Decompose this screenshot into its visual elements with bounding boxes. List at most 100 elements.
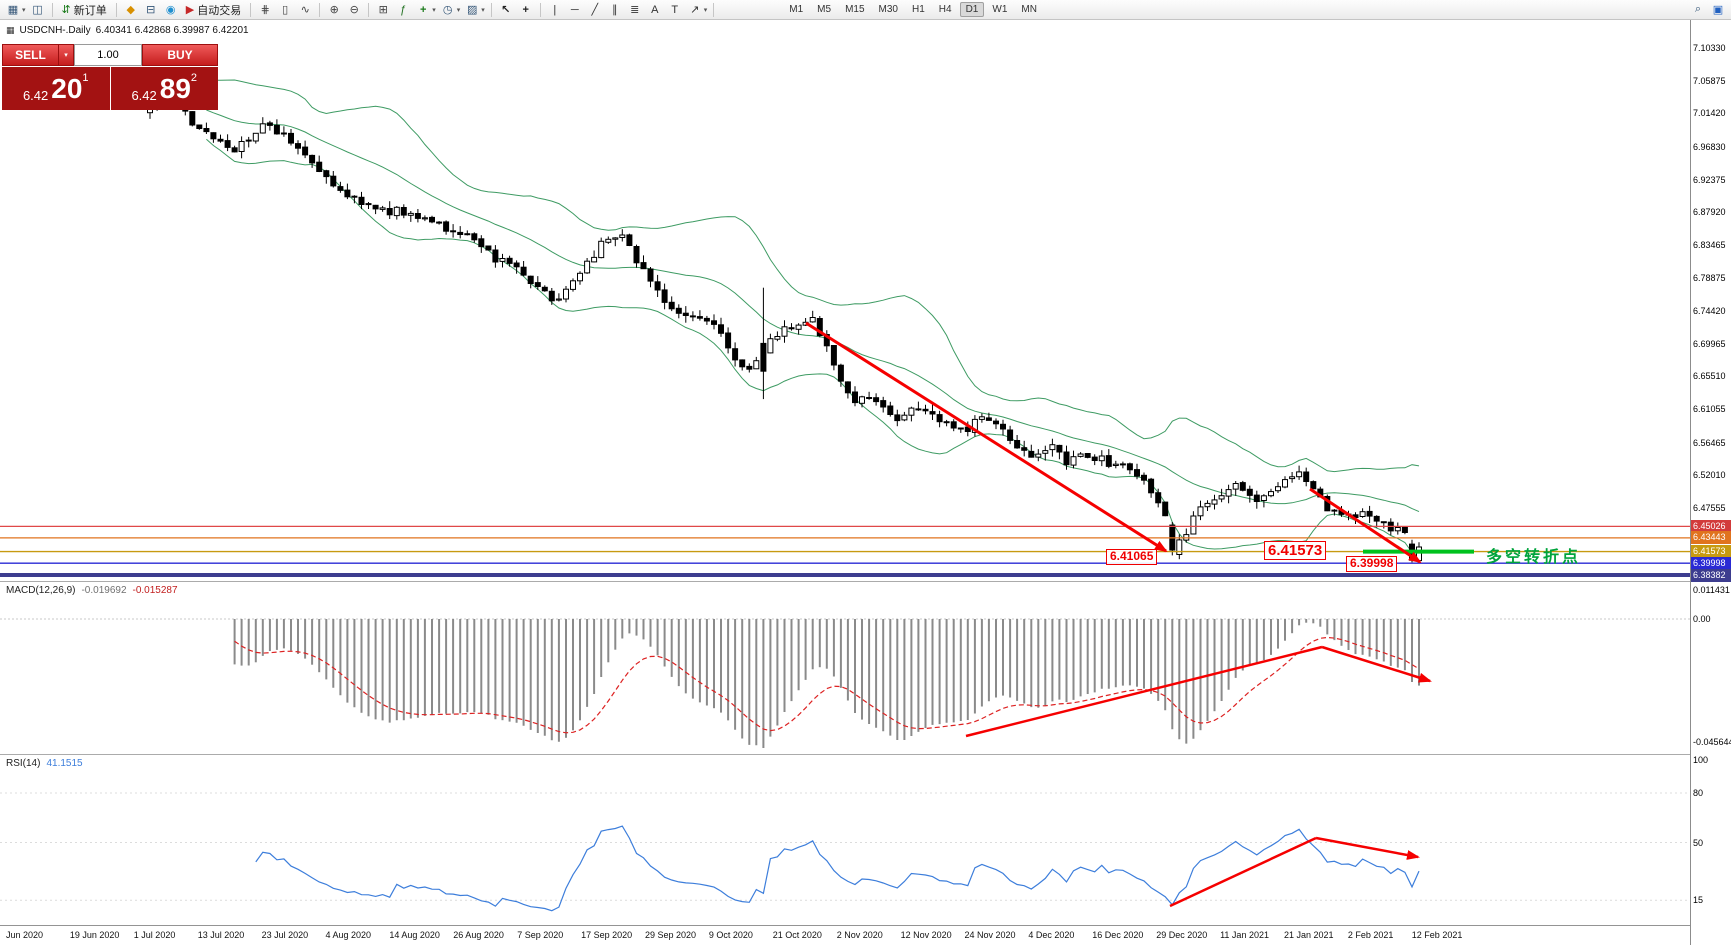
price-axis-label: 6.56465 xyxy=(1693,437,1726,448)
time-axis-label: 11 Jan 2021 xyxy=(1220,930,1269,940)
turning-point-note[interactable]: 多空转折点 xyxy=(1486,549,1582,566)
metaeditor-icon[interactable]: ▣ xyxy=(1712,4,1724,16)
line-chart-icon[interactable]: ∿ xyxy=(300,4,310,16)
ohlc-bars-icon[interactable]: ⋕ xyxy=(260,4,270,16)
equidistant-channel-icon[interactable]: ∥ xyxy=(612,4,618,16)
periods-icon[interactable]: ◷ xyxy=(442,4,453,16)
indicators-icon[interactable]: ƒ xyxy=(400,3,407,16)
timeframe-switcher: M1 M5 M15 M30 H1 H4 D1 W1 MN xyxy=(782,2,1044,17)
chart-profi les-icon[interactable]: ◫ xyxy=(32,4,43,16)
time-axis-label: 16 Dec 2020 xyxy=(1092,930,1144,940)
dropdown-caret-icon[interactable]: ▾ xyxy=(432,6,436,14)
toolbar-separator xyxy=(319,2,321,17)
price-tag: 6.39998 xyxy=(1691,556,1731,570)
rsi-axis-label: 100 xyxy=(1693,755,1709,765)
trendline-icon[interactable]: ╱ xyxy=(591,4,599,16)
toolbar-separator xyxy=(115,2,117,17)
macd-main-value: -0.019692 xyxy=(81,585,127,596)
price-callout[interactable]: 6.41573 xyxy=(1264,541,1327,561)
toolbar-separator xyxy=(490,2,492,17)
macd-panel-separator[interactable] xyxy=(0,581,1731,582)
tile-windows-icon[interactable]: ⊞ xyxy=(378,4,388,16)
zoom-in-icon[interactable]: ⊕ xyxy=(329,4,339,16)
add-indicator-icon[interactable]: + xyxy=(419,3,427,16)
time-axis-label: 21 Jan 2021 xyxy=(1284,930,1334,940)
sell-price-base: 6.42 xyxy=(22,88,49,103)
dropdown-caret-icon[interactable]: ▾ xyxy=(456,6,461,14)
zoom-out-icon[interactable]: ⊖ xyxy=(349,4,359,16)
toolbar: ▦ ▾ ◫ ⇵ 新订单 ◆ ⊟ ◉ ▶ 自动交易 ⋕ ▯ ∿ ⊕ ⊖ ⊞ ƒ + ▾ ◷ ▾ ▨ ▾ ↖ + | ─ ╱ ∥ ≣ A T ↗ ▾ M… xyxy=(0,0,1731,20)
toolbar-separator xyxy=(713,2,715,17)
toolbar-separator xyxy=(250,2,252,17)
text-label-icon[interactable]: T xyxy=(671,3,679,16)
text-icon[interactable]: A xyxy=(651,3,659,16)
buy-price-pips: 89 xyxy=(159,72,191,104)
search-icon[interactable]: ⌕ xyxy=(1694,3,1702,15)
rsi-axis-label: 80 xyxy=(1693,788,1704,798)
volume-input[interactable] xyxy=(74,44,142,66)
market-watch-icon[interactable]: ⊟ xyxy=(146,4,156,16)
trade-options-caret-icon[interactable]: ▾ xyxy=(59,44,74,66)
timeframe-m5[interactable]: M5 xyxy=(817,4,832,15)
crosshair-icon[interactable]: + xyxy=(522,3,529,16)
price-tag: 6.38382 xyxy=(1691,568,1731,582)
rsi-axis-label: 15 xyxy=(1693,895,1704,906)
community-icon[interactable]: ◉ xyxy=(165,4,176,16)
price-tag: 6.45026 xyxy=(1691,519,1731,533)
timeframe-h4[interactable]: H4 xyxy=(938,4,952,15)
time-axis-label: 13 Jul 2020 xyxy=(197,930,245,940)
macd-axis-label: 0.00 xyxy=(1693,614,1711,624)
vertical-line-icon[interactable]: | xyxy=(553,3,557,16)
new-order-button-icon: ⇵ xyxy=(61,4,71,16)
new-order-button[interactable]: ⇵ 新订单 xyxy=(57,1,112,19)
price-axis-label: 6.74420 xyxy=(1693,306,1726,316)
chart-title-symbol: USDCNH-.Daily xyxy=(19,25,91,36)
dropdown-caret-icon[interactable]: ▾ xyxy=(22,6,26,14)
one-click-trading-panel: SELL ▾ BUY 6.42 20 1 6.42 89 2 xyxy=(2,44,218,110)
price-axis-label: 6.92375 xyxy=(1693,174,1726,185)
time-axis-label: 14 Aug 2020 xyxy=(389,930,440,940)
price-callout[interactable]: 6.39998 xyxy=(1346,556,1398,572)
price-axis-label: 6.52010 xyxy=(1693,470,1726,481)
toolbar-separator xyxy=(368,2,370,17)
timeframe-h1[interactable]: H1 xyxy=(911,4,925,15)
timeframe-w1[interactable]: W1 xyxy=(992,4,1008,15)
price-axis: 7.10330 7.05875 7.01420 6.96830 6.92375 6.879… xyxy=(1690,0,1731,945)
timeframe-m15[interactable]: M15 xyxy=(845,4,865,15)
time-axis-label: 12 Nov 2020 xyxy=(900,930,952,940)
price-axis-label: 6.83465 xyxy=(1693,239,1726,250)
templates-icon[interactable]: ▨ xyxy=(467,4,478,16)
timeframe-m30[interactable]: M30 xyxy=(878,4,898,15)
time-axis-label: Jun 2020 xyxy=(6,930,44,940)
price-axis-label: 6.65510 xyxy=(1693,371,1726,382)
candlestick-chart-icon[interactable]: ▯ xyxy=(282,4,289,16)
sell-button[interactable]: SELL xyxy=(2,44,59,66)
price-callout[interactable]: 6.41065 xyxy=(1106,549,1158,565)
price-tag: 6.43443 xyxy=(1691,531,1731,545)
sell-price-pipette: 1 xyxy=(82,72,89,84)
rsi-panel-separator[interactable] xyxy=(0,754,1731,755)
sell-price-display[interactable]: 6.42 20 1 xyxy=(2,67,110,110)
auto-trading-button[interactable]: ▶ 自动交易 xyxy=(181,1,246,19)
buy-price-pipette: 2 xyxy=(190,72,198,84)
chart-title-ohlc: 6.40341 6.42868 6.39987 6.42201 xyxy=(95,25,249,36)
dropdown-caret-icon[interactable]: ▾ xyxy=(481,6,485,14)
cursor-icon[interactable]: ↖ xyxy=(501,4,511,16)
favorites-icon[interactable]: ◆ xyxy=(126,4,135,16)
arrow-tool-icon[interactable]: ↗ xyxy=(690,4,700,16)
horizontal-line-icon[interactable]: ─ xyxy=(570,3,579,16)
time-axis-label: 21 Oct 2020 xyxy=(772,930,822,940)
new-chart-icon[interactable]: ▦ xyxy=(7,4,19,16)
buy-price-display[interactable]: 6.42 89 2 xyxy=(110,67,218,110)
macd-axis-label: 0.011431 xyxy=(1693,585,1730,595)
timeframe-d1[interactable]: D1 xyxy=(959,2,985,17)
timeframe-m1[interactable]: M1 xyxy=(789,4,804,15)
dropdown-caret-icon[interactable]: ▾ xyxy=(703,6,708,14)
timeframe-mn[interactable]: MN xyxy=(1021,4,1037,15)
time-axis-label: 4 Dec 2020 xyxy=(1028,930,1075,940)
buy-button[interactable]: BUY xyxy=(142,44,218,66)
fibonacci-icon[interactable]: ≣ xyxy=(630,4,640,16)
toolbar-separator xyxy=(51,2,53,17)
buy-price-base: 6.42 xyxy=(131,88,157,103)
